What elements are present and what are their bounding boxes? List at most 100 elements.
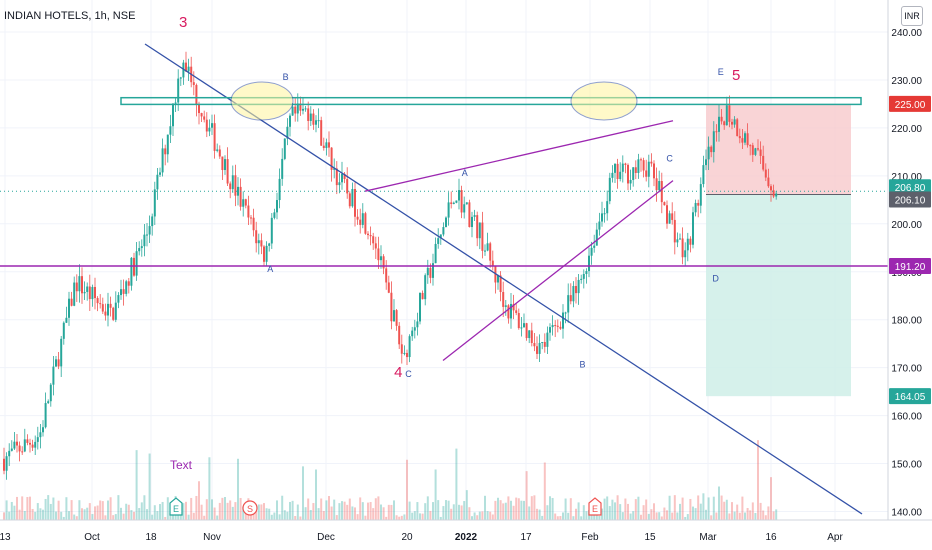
price-tag-stop: 225.00 bbox=[889, 95, 931, 112]
volume-bar bbox=[673, 495, 676, 520]
candle-body bbox=[263, 246, 265, 262]
candle-body bbox=[385, 268, 388, 283]
volume-bar bbox=[767, 506, 770, 520]
x-tick-label: Mar bbox=[699, 532, 717, 543]
volume-bar bbox=[101, 501, 104, 520]
volume-bar bbox=[569, 498, 572, 520]
volume-bar bbox=[419, 513, 421, 520]
volume-bar bbox=[478, 511, 481, 520]
candle-body bbox=[520, 327, 523, 329]
volume-bar bbox=[546, 505, 549, 520]
drawings bbox=[0, 43, 888, 515]
candle-body bbox=[112, 307, 115, 320]
volume-bar bbox=[764, 515, 767, 520]
candle-body bbox=[237, 186, 239, 196]
candle-body bbox=[429, 267, 432, 278]
candle-body bbox=[676, 239, 679, 243]
candle-body bbox=[460, 190, 463, 213]
x-tick-label: 15 bbox=[644, 532, 656, 543]
price-tag-last: 206.80 bbox=[889, 179, 931, 196]
candle-body bbox=[770, 186, 772, 191]
candle-body bbox=[528, 330, 531, 339]
volume-bar bbox=[49, 503, 52, 520]
volume-bar bbox=[276, 500, 278, 520]
volume-bar bbox=[117, 495, 120, 520]
volume-bar bbox=[424, 503, 427, 520]
event-marker-label: E bbox=[592, 504, 598, 514]
candle-body bbox=[307, 108, 310, 121]
volume-bar bbox=[614, 502, 616, 520]
candle-body bbox=[512, 303, 515, 311]
candle-body bbox=[413, 327, 416, 331]
grid bbox=[0, 0, 888, 520]
volume-bar bbox=[130, 510, 133, 520]
candle-body bbox=[455, 200, 458, 203]
y-tick-label: 170.00 bbox=[891, 364, 922, 375]
volume-bar bbox=[146, 509, 148, 520]
volume-bar bbox=[18, 509, 21, 520]
candle-body bbox=[681, 238, 684, 258]
candle-body bbox=[44, 403, 47, 428]
volume-bar bbox=[307, 498, 310, 520]
candle-body bbox=[497, 275, 499, 283]
volume-bar bbox=[5, 500, 8, 520]
volume-bar bbox=[330, 506, 333, 520]
volume-bar bbox=[294, 515, 297, 520]
target-zone bbox=[706, 194, 851, 397]
volume-bar bbox=[658, 512, 661, 520]
volume-bar bbox=[3, 512, 5, 520]
volume-bar bbox=[255, 510, 258, 520]
candle-body bbox=[3, 458, 5, 471]
candle-body bbox=[533, 343, 536, 347]
candle-body bbox=[224, 159, 226, 171]
volume-bar bbox=[676, 512, 679, 520]
candle-body bbox=[143, 234, 146, 247]
candle-body bbox=[177, 78, 180, 103]
descending-trendline bbox=[144, 43, 863, 515]
price-tag-target: 164.05 bbox=[889, 388, 931, 405]
time-axis[interactable]: 13 Oct 18 Nov Dec 20 2022 17 Feb 15 Mar 16 Apr bbox=[0, 519, 932, 543]
volume-bar bbox=[468, 507, 471, 520]
volume-bar bbox=[91, 514, 94, 520]
candle-body bbox=[169, 126, 172, 135]
volume-bar bbox=[775, 509, 778, 520]
price-tag-bg bbox=[889, 257, 931, 274]
candle-body bbox=[749, 145, 752, 147]
price-tag-label: 191.20 bbox=[895, 262, 926, 273]
volume-bar bbox=[528, 506, 531, 520]
candle-body bbox=[660, 181, 663, 203]
candle-body bbox=[746, 133, 749, 146]
wave-label-5: 5 bbox=[732, 67, 740, 84]
candle-body bbox=[244, 199, 247, 206]
candle-body bbox=[255, 230, 258, 244]
volume-bar bbox=[645, 499, 648, 520]
volume-bar bbox=[39, 508, 42, 520]
event-marker-e: E bbox=[169, 497, 183, 516]
y-tick-label: 210.00 bbox=[891, 172, 922, 183]
currency-badge[interactable]: INR bbox=[901, 6, 923, 26]
price-axis[interactable]: 240.00230.00220.00210.00200.00190.00180.… bbox=[887, 0, 931, 520]
candle-body bbox=[21, 451, 24, 453]
candle-body bbox=[26, 439, 29, 443]
candle-body bbox=[637, 159, 640, 173]
volume-bar bbox=[107, 500, 109, 520]
symbol-label: INDIAN HOTELS, 1h, NSE bbox=[4, 10, 136, 22]
volume-bar bbox=[140, 502, 143, 520]
volume-bar bbox=[554, 513, 557, 520]
volume-bar bbox=[666, 510, 668, 520]
candle-body bbox=[658, 181, 661, 191]
volume-bar bbox=[369, 502, 372, 520]
wave-label-4: 4 bbox=[394, 364, 402, 381]
volume-bar bbox=[120, 507, 122, 520]
volume-bar bbox=[403, 514, 406, 520]
volume-bar bbox=[34, 511, 37, 520]
event-marker-s: S bbox=[242, 500, 258, 516]
risk-reward-zones bbox=[706, 103, 851, 397]
candle-body bbox=[135, 251, 138, 276]
candle-body bbox=[705, 159, 707, 166]
candle-body bbox=[23, 439, 26, 452]
candle-body bbox=[122, 289, 125, 294]
candle-body bbox=[211, 123, 213, 128]
candle-body bbox=[666, 205, 668, 224]
